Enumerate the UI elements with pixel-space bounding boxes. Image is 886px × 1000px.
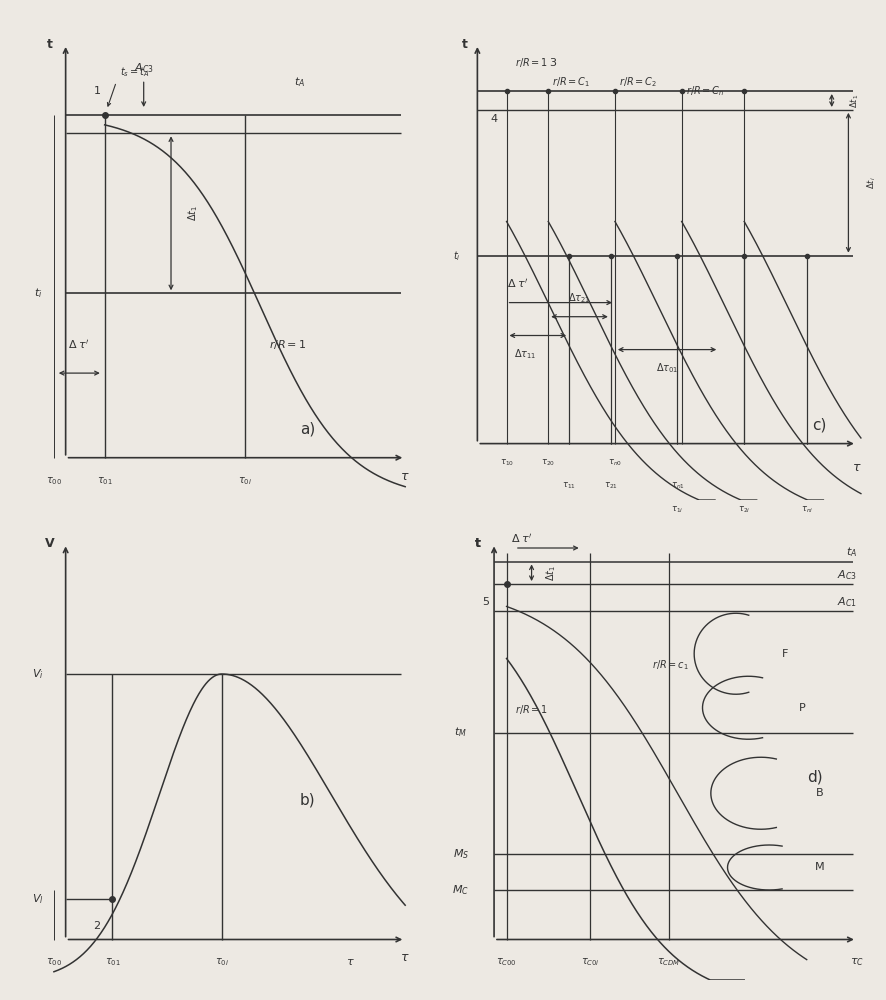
Text: $\tau_{1i}$: $\tau_{1i}$ xyxy=(671,504,683,515)
Text: $\tau_{2i}$: $\tau_{2i}$ xyxy=(737,504,750,515)
Text: $\tau_{11}$: $\tau_{11}$ xyxy=(562,481,575,491)
Text: $\Delta\;\tau'$: $\Delta\;\tau'$ xyxy=(506,277,528,290)
Text: $r/R=C_1$: $r/R=C_1$ xyxy=(552,75,590,89)
Text: $r/R=1$: $r/R=1$ xyxy=(514,56,548,69)
Text: P: P xyxy=(798,703,804,713)
Text: $\Delta t_i$: $\Delta t_i$ xyxy=(864,176,876,189)
Text: b): b) xyxy=(299,792,315,808)
Text: $\Delta\;\tau'$: $\Delta\;\tau'$ xyxy=(510,532,532,545)
Text: $\tau_{01}$: $\tau_{01}$ xyxy=(105,956,120,968)
Text: $M_S$: $M_S$ xyxy=(452,847,469,861)
Text: $\Delta t_1$: $\Delta t_1$ xyxy=(847,93,860,108)
Text: $\tau_{CDM}$: $\tau_{CDM}$ xyxy=(657,956,680,968)
Text: t: t xyxy=(474,537,480,550)
Text: $\tau_{ni}$: $\tau_{ni}$ xyxy=(800,504,812,515)
Text: F: F xyxy=(781,649,787,659)
Text: M: M xyxy=(814,862,824,872)
Text: $\tau$: $\tau$ xyxy=(400,951,409,964)
Text: $\tau_{0i}$: $\tau_{0i}$ xyxy=(237,475,252,487)
Text: $\Delta\tau_{01}$: $\Delta\tau_{01}$ xyxy=(655,361,678,375)
Text: $V_l$: $V_l$ xyxy=(33,892,44,906)
Text: B: B xyxy=(815,788,822,798)
Text: $\tau_{20}$: $\tau_{20}$ xyxy=(540,457,555,468)
Text: $\tau_{n0}$: $\tau_{n0}$ xyxy=(607,457,621,468)
Text: 3: 3 xyxy=(548,58,556,68)
Text: c): c) xyxy=(811,417,826,432)
Text: $t_A$: $t_A$ xyxy=(294,75,305,89)
Text: $\tau_{00}$: $\tau_{00}$ xyxy=(46,475,62,487)
Text: $t_i$: $t_i$ xyxy=(34,286,43,300)
Text: $r/R=C_n$: $r/R=C_n$ xyxy=(685,84,724,98)
Text: $\tau_{0i}$: $\tau_{0i}$ xyxy=(214,956,229,968)
Text: $t_s=t_A$: $t_s=t_A$ xyxy=(120,65,150,79)
Text: $t_M$: $t_M$ xyxy=(454,726,467,739)
Text: $\Delta\tau_{11}$: $\Delta\tau_{11}$ xyxy=(514,347,536,361)
Text: $\Delta t_1$: $\Delta t_1$ xyxy=(186,205,200,221)
Text: $\tau_{C0i}$: $\tau_{C0i}$ xyxy=(579,956,599,968)
Text: $r/R=1$: $r/R=1$ xyxy=(268,338,306,351)
Text: V: V xyxy=(45,537,55,550)
Text: t: t xyxy=(47,38,53,51)
Text: $A_{C1}$: $A_{C1}$ xyxy=(835,595,856,609)
Text: $t_i$: $t_i$ xyxy=(452,249,460,262)
Text: 1: 1 xyxy=(93,86,100,96)
Text: $\Delta\tau_{21}$: $\Delta\tau_{21}$ xyxy=(568,291,590,305)
Text: $\tau_{00}$: $\tau_{00}$ xyxy=(46,956,62,968)
Text: t: t xyxy=(462,38,467,51)
Text: a): a) xyxy=(299,422,315,437)
Text: $\tau_{n1}$: $\tau_{n1}$ xyxy=(670,481,684,491)
Text: $\tau_{21}$: $\tau_{21}$ xyxy=(603,481,617,491)
Text: 2: 2 xyxy=(93,921,100,931)
Text: $\tau_C$: $\tau_C$ xyxy=(849,956,863,968)
Text: $r/R=c_1$: $r/R=c_1$ xyxy=(652,658,688,672)
Text: $t_A$: $t_A$ xyxy=(844,546,856,559)
Text: $\tau_{10}$: $\tau_{10}$ xyxy=(499,457,513,468)
Text: $\tau$: $\tau$ xyxy=(346,957,354,967)
Text: $\tau_{C00}$: $\tau_{C00}$ xyxy=(495,956,517,968)
Text: $\Delta t_1$: $\Delta t_1$ xyxy=(543,565,557,581)
Text: $A_{C3}$: $A_{C3}$ xyxy=(134,61,153,75)
Text: $\tau_{01}$: $\tau_{01}$ xyxy=(97,475,113,487)
Text: t: t xyxy=(474,537,480,550)
Text: 5: 5 xyxy=(482,597,489,607)
Text: 4: 4 xyxy=(490,114,497,124)
Text: d): d) xyxy=(806,770,822,785)
Text: $M_C$: $M_C$ xyxy=(452,883,469,897)
Text: $\Delta\;\tau'$: $\Delta\;\tau'$ xyxy=(68,338,90,351)
Text: $A_{C3}$: $A_{C3}$ xyxy=(835,568,856,582)
Text: $\tau$: $\tau$ xyxy=(851,461,860,474)
Text: $r/R=C_2$: $r/R=C_2$ xyxy=(618,75,657,89)
Text: $r/R=1$: $r/R=1$ xyxy=(514,704,548,716)
Text: $V_i$: $V_i$ xyxy=(33,667,44,681)
Text: $\tau$: $\tau$ xyxy=(400,470,409,483)
